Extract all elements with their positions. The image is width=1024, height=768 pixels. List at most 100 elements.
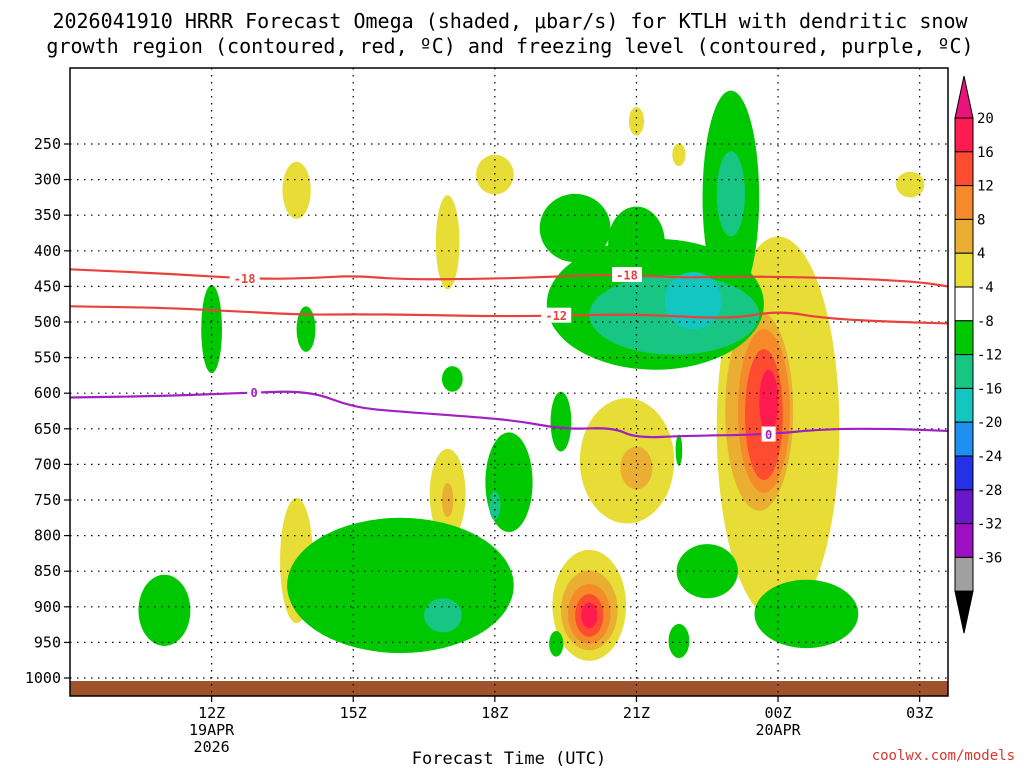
y-tick-label-550: 550 (34, 349, 61, 367)
contour-label-0-1: -18 (616, 269, 638, 283)
colorbar-label--12: -12 (977, 348, 1002, 364)
y-tick-label-1000: 1000 (25, 669, 61, 687)
colorbar-bin--8 (954, 320, 974, 356)
omega-region-3-level-4 (628, 106, 645, 136)
colorbar-bin--32 (954, 523, 974, 558)
x-tick-date-12Z: 19APR (189, 721, 235, 739)
colorbar-label--4: -4 (977, 280, 994, 296)
y-tick-label-900: 900 (34, 598, 61, 616)
y-tick-label-350: 350 (34, 206, 61, 224)
y-tick-label-250: 250 (34, 135, 61, 153)
omega-region-20-level-20 (759, 369, 779, 434)
contour-label-2-0: 0 (250, 386, 257, 400)
colorbar-bin--16 (954, 387, 974, 423)
x-tick-label-18Z: 18Z (481, 704, 508, 722)
colorbar-bin--36 (954, 556, 974, 592)
colorbar-label-12: 12 (977, 179, 994, 195)
x-tick-label-03Z: 03Z (906, 704, 933, 722)
y-tick-label-600: 600 (34, 384, 61, 402)
colorbar-label--24: -24 (977, 449, 1002, 465)
omega-region-5-level-4 (896, 171, 925, 198)
x-tick-label-12Z: 12Z (198, 704, 225, 722)
omega-region-40-level--8 (424, 598, 462, 633)
omega-shading (138, 90, 925, 661)
contour-label-1-0: -12 (545, 309, 567, 323)
ground-fill (70, 681, 948, 696)
colorbar-label--16: -16 (977, 381, 1002, 397)
omega-region-23-level--4 (201, 284, 222, 374)
colorbar-bin-16 (954, 151, 974, 187)
y-tick-label-450: 450 (34, 277, 61, 295)
omega-region-25-level--4 (287, 517, 514, 654)
omega-region-39-level--8 (716, 151, 746, 237)
x-tick-label-21Z: 21Z (623, 704, 650, 722)
colorbar-bottom-arrow (954, 590, 974, 634)
colorbar-bin--12 (954, 354, 974, 389)
contour-label-2-1: 0 (765, 428, 772, 442)
colorbar-top-arrow (954, 75, 974, 119)
colorbar-label-4: 4 (977, 246, 985, 262)
omega-region-12-level-8 (441, 482, 454, 518)
omega-region-27-level--4 (550, 391, 572, 452)
colorbar-label-16: 16 (977, 145, 994, 161)
colorbar-label--36: -36 (977, 550, 1002, 566)
omega-region-2-level-4 (435, 195, 460, 290)
colorbar-bin-8 (954, 218, 974, 254)
contour-label-bg-0-0 (229, 270, 260, 286)
y-tick-label-800: 800 (34, 527, 61, 545)
colorbar-bin--28 (954, 489, 974, 525)
y-tick-label-700: 700 (34, 455, 61, 473)
omega-region-28-level--4 (539, 193, 611, 263)
colorbar-label--28: -28 (977, 483, 1002, 499)
x-tick-year-12Z: 2026 (194, 738, 230, 756)
omega-region-42-level--12 (664, 272, 722, 330)
colorbar-label-20: 20 (977, 111, 994, 127)
y-tick-label-950: 950 (34, 633, 61, 651)
omega-region-1-level-4 (475, 154, 514, 195)
omega-region-0-level-4 (282, 161, 311, 219)
y-tick-label-300: 300 (34, 171, 61, 189)
y-axis-ticks: 250 300 350 400 450 500 550 600 650 700 750 800 850 9… (25, 135, 70, 687)
colorbar-bin-4 (954, 252, 974, 288)
contour-label-bg-2-0 (247, 384, 262, 400)
contour-label-bg-1-0 (541, 307, 572, 323)
plot-frame (69, 67, 949, 697)
contour-line-0 (70, 268, 948, 288)
chart-title-line2: growth region (contoured, red, ºC) and f… (46, 34, 973, 58)
y-tick-label-500: 500 (34, 313, 61, 331)
colorbar-bin--24 (954, 455, 974, 491)
omega-region-4-level-4 (672, 143, 686, 167)
omega-region-21-level-20 (581, 602, 598, 629)
y-tick-label-650: 650 (34, 420, 61, 438)
omega-region-29-level--4 (441, 366, 463, 392)
colorbar-label--8: -8 (977, 314, 994, 330)
omega-region-37-level--4 (675, 434, 683, 466)
colorbar-bin--20 (954, 421, 974, 457)
y-tick-label-750: 750 (34, 491, 61, 509)
contour-label-0-0: -18 (234, 272, 256, 286)
x-tick-date-00Z: 20APR (755, 721, 801, 739)
omega-region-22-level--4 (138, 574, 191, 646)
colorbar-label-8: 8 (977, 212, 985, 228)
contour-line-1 (70, 305, 948, 325)
y-tick-label-400: 400 (34, 242, 61, 260)
y-tick-label-850: 850 (34, 562, 61, 580)
x-axis-label: Forecast Time (UTC) (412, 749, 606, 768)
omega-region-33-level--4 (549, 631, 564, 657)
credit-text: coolwx.com/models (872, 748, 1015, 764)
omega-region-31-level--4 (754, 579, 859, 649)
x-tick-label-00Z: 00Z (765, 704, 792, 722)
colorbar-bin-20 (954, 117, 974, 153)
omega-region-24-level--4 (296, 306, 316, 352)
chart-title-line1: 2026041910 HRRR Forecast Omega (shaded, … (52, 9, 968, 33)
omega-region-36-level--4 (608, 206, 665, 278)
ground-layer (70, 681, 948, 696)
colorbar-label--32: -32 (977, 517, 1002, 533)
omega-region-41-level--8 (489, 491, 501, 520)
x-tick-label-15Z: 15Z (340, 704, 367, 722)
contour-label-bg-0-1 (612, 267, 643, 283)
omega-region-32-level--4 (668, 623, 690, 659)
colorbar-bin-12 (954, 185, 974, 220)
